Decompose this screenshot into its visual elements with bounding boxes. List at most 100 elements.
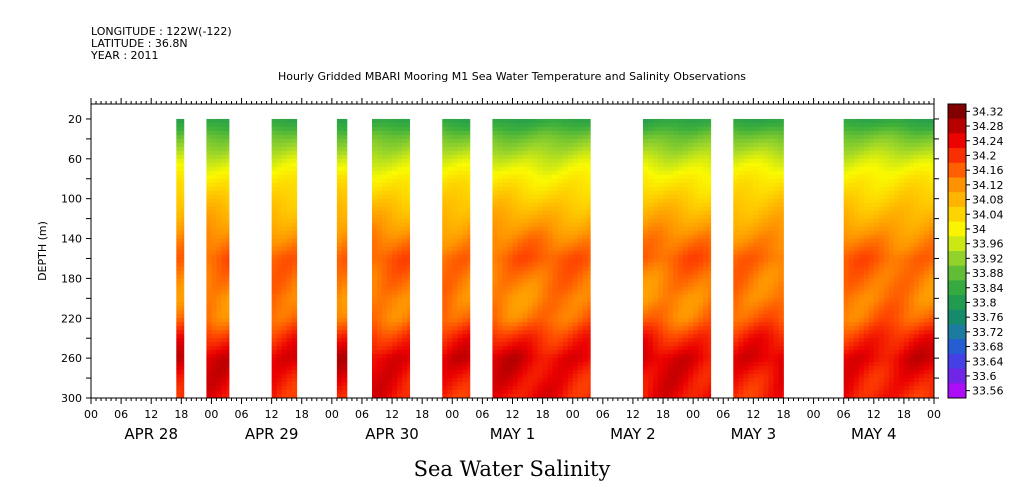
data-segment [843, 118, 935, 399]
colorbar-label: 34.32 [972, 105, 1004, 118]
date-label: APR 28 [124, 425, 178, 443]
colorbar-swatch [948, 192, 966, 208]
colorbar-label: 34 [972, 223, 986, 236]
colorbar-label: 34.12 [972, 179, 1004, 192]
data-segment [492, 118, 591, 399]
colorbar-label: 34.2 [972, 149, 997, 162]
x-tick-label: 06 [355, 408, 369, 421]
date-label: MAY 3 [731, 425, 777, 443]
date-label: APR 30 [365, 425, 419, 443]
data-segment [336, 118, 348, 399]
x-tick-label: 18 [656, 408, 670, 421]
colorbar-swatch [948, 148, 966, 164]
x-tick-label: 00 [566, 408, 580, 421]
data-segment [206, 118, 230, 399]
x-axis-label: Sea Water Salinity [414, 457, 611, 481]
x-tick-label: 12 [626, 408, 640, 421]
year-label: YEAR : 2011 [90, 49, 159, 62]
x-tick-label: 12 [144, 408, 158, 421]
x-tick-label: 12 [385, 408, 399, 421]
data-segment [442, 118, 471, 399]
x-tick-label: 06 [596, 408, 610, 421]
y-tick-label: 260 [61, 352, 82, 365]
date-label: MAY 4 [851, 425, 897, 443]
y-tick-label: 220 [61, 312, 82, 325]
colorbar-swatch [948, 368, 966, 384]
data-segment [271, 118, 298, 399]
colorbar-label: 33.96 [972, 238, 1004, 251]
colorbar-swatch [948, 221, 966, 237]
colorbar-label: 33.6 [972, 370, 997, 383]
x-tick-label: 00 [204, 408, 218, 421]
colorbar-label: 33.92 [972, 252, 1004, 265]
colorbar-swatch [948, 309, 966, 325]
y-tick-label: 20 [68, 113, 82, 126]
date-label: MAY 2 [610, 425, 656, 443]
colorbar-frame [947, 103, 967, 399]
colorbar-swatch [948, 118, 966, 134]
x-tick-label: 18 [776, 408, 790, 421]
y-tick-label: 180 [61, 272, 82, 285]
y-tick-label: 60 [68, 153, 82, 166]
colorbar-swatch [948, 162, 966, 178]
y-tick-label: 100 [61, 193, 82, 206]
colorbar-swatch [948, 104, 966, 120]
x-tick-label: 18 [415, 408, 429, 421]
colorbar-label: 33.64 [972, 355, 1004, 368]
x-tick-label: 06 [114, 408, 128, 421]
x-tick-label: 06 [235, 408, 249, 421]
x-tick-label: 12 [506, 408, 520, 421]
x-tick-label: 12 [746, 408, 760, 421]
data-segment [642, 118, 712, 399]
x-tick-label: 06 [716, 408, 730, 421]
y-tick-label: 140 [61, 233, 82, 246]
longitude-label: LONGITUDE : 122W(-122) [91, 25, 232, 38]
colorbar-label: 34.16 [972, 164, 1004, 177]
x-tick-label: 00 [84, 408, 98, 421]
colorbar-label: 34.04 [972, 208, 1004, 221]
colorbar-label: 33.76 [972, 311, 1004, 324]
colorbar-label: 33.84 [972, 282, 1004, 295]
colorbar-label: 33.8 [972, 296, 997, 309]
x-tick-label: 06 [475, 408, 489, 421]
colorbar-label: 34.24 [972, 135, 1004, 148]
x-tick-label: 06 [837, 408, 851, 421]
colorbar-swatch [948, 353, 966, 370]
x-tick-label: 00 [686, 408, 700, 421]
data-segment [372, 118, 411, 399]
latitude-label: LATITUDE : 36.8N [91, 37, 188, 50]
colorbar-label: 33.72 [972, 326, 1004, 339]
data-segment [733, 118, 784, 399]
y-axis-label: DEPTH (m) [36, 221, 49, 281]
x-tick-label: 18 [295, 408, 309, 421]
colorbar-label: 33.68 [972, 341, 1004, 354]
colorbar-swatch [948, 265, 966, 281]
x-tick-label: 12 [265, 408, 279, 421]
colorbar-swatch [948, 206, 966, 223]
chart-title: Hourly Gridded MBARI Mooring M1 Sea Wate… [278, 70, 746, 83]
x-tick-label: 00 [927, 408, 941, 421]
x-tick-label: 12 [867, 408, 881, 421]
colorbar-swatch [948, 324, 966, 340]
x-tick-label: 00 [807, 408, 821, 421]
colorbar-swatch [948, 251, 966, 267]
x-tick-label: 00 [325, 408, 339, 421]
salinity-field [176, 118, 935, 399]
axes: 00 06 12 18 00 06 12 18 00 06 12 18 00 06 12 18 00 06 12 18… [61, 98, 941, 443]
x-tick-label: 18 [897, 408, 911, 421]
date-label: MAY 1 [490, 425, 536, 443]
colorbar-swatch [948, 133, 966, 149]
x-tick-label: 18 [174, 408, 188, 421]
colorbar-swatch [948, 177, 966, 193]
colorbar-swatch [948, 236, 966, 252]
colorbar-label: 34.28 [972, 120, 1004, 133]
colorbar-swatch [948, 295, 966, 311]
colorbar-swatch [948, 280, 966, 296]
date-label: APR 29 [245, 425, 299, 443]
colorbar-label: 34.08 [972, 194, 1004, 207]
x-tick-label: 00 [445, 408, 459, 421]
colorbar-swatch [948, 383, 966, 399]
data-segment [176, 118, 185, 399]
